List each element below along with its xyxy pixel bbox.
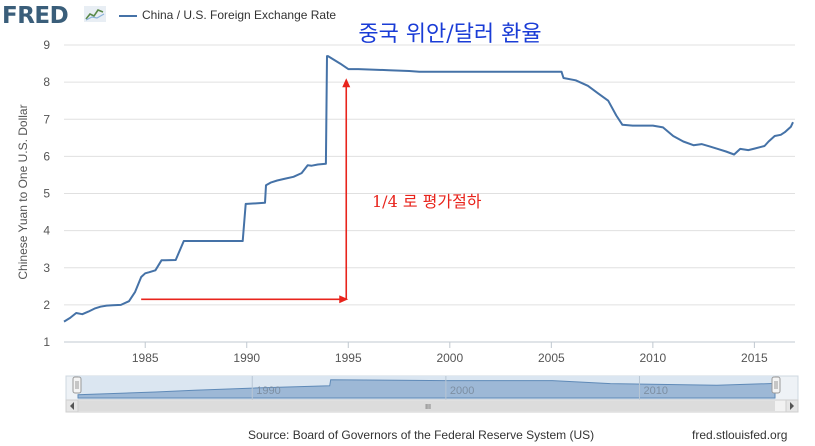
y-tick-label-9: 9 xyxy=(43,38,50,52)
source-url[interactable]: fred.stlouisfed.org xyxy=(692,428,788,442)
y-tick-label-7: 7 xyxy=(43,112,50,126)
y-tick-label-1: 1 xyxy=(43,335,50,349)
y-tick-label-6: 6 xyxy=(43,149,50,163)
x-tick-label-1985: 1985 xyxy=(132,351,159,365)
y-tick-label-3: 3 xyxy=(43,261,50,275)
legend-series-label[interactable]: China / U.S. Foreign Exchange Rate xyxy=(142,8,337,22)
gridlines xyxy=(64,44,795,343)
devaluation-annotation: 1/4 로 평가절하 xyxy=(372,192,482,211)
y-axis-label: Chinese Yuan to One U.S. Dollar xyxy=(16,104,30,279)
source-note: Source: Board of Governors of the Federa… xyxy=(248,428,595,442)
x-tick-label-2015: 2015 xyxy=(741,351,768,365)
y-axis-ticks: 1 2 3 4 5 6 7 8 9 xyxy=(43,38,50,349)
series-line-group xyxy=(63,55,794,323)
legend-swatch xyxy=(119,15,137,17)
series-line-china-usd[interactable] xyxy=(63,55,794,323)
x-tick-label-1995: 1995 xyxy=(335,351,362,365)
fred-chart-icon xyxy=(84,6,106,22)
x-tick-label-2010: 2010 xyxy=(640,351,667,365)
x-tick-label-1990: 1990 xyxy=(233,351,260,365)
y-tick-label-5: 5 xyxy=(43,187,50,201)
y-tick-label-8: 8 xyxy=(43,75,50,89)
x-tick-label-2000: 2000 xyxy=(436,351,463,365)
fred-logo[interactable]: FRED xyxy=(2,3,69,29)
x-axis-ticks: 1985 1990 1995 2000 2005 2010 2015 xyxy=(132,342,768,365)
chart-header: FRED China / U.S. Foreign Exchange Rate xyxy=(0,0,815,30)
korean-title: 중국 위안/달러 환율 xyxy=(358,22,541,47)
y-tick-label-4: 4 xyxy=(43,224,50,238)
y-tick-label-2: 2 xyxy=(43,298,50,312)
x-tick-label-2005: 2005 xyxy=(538,351,565,365)
